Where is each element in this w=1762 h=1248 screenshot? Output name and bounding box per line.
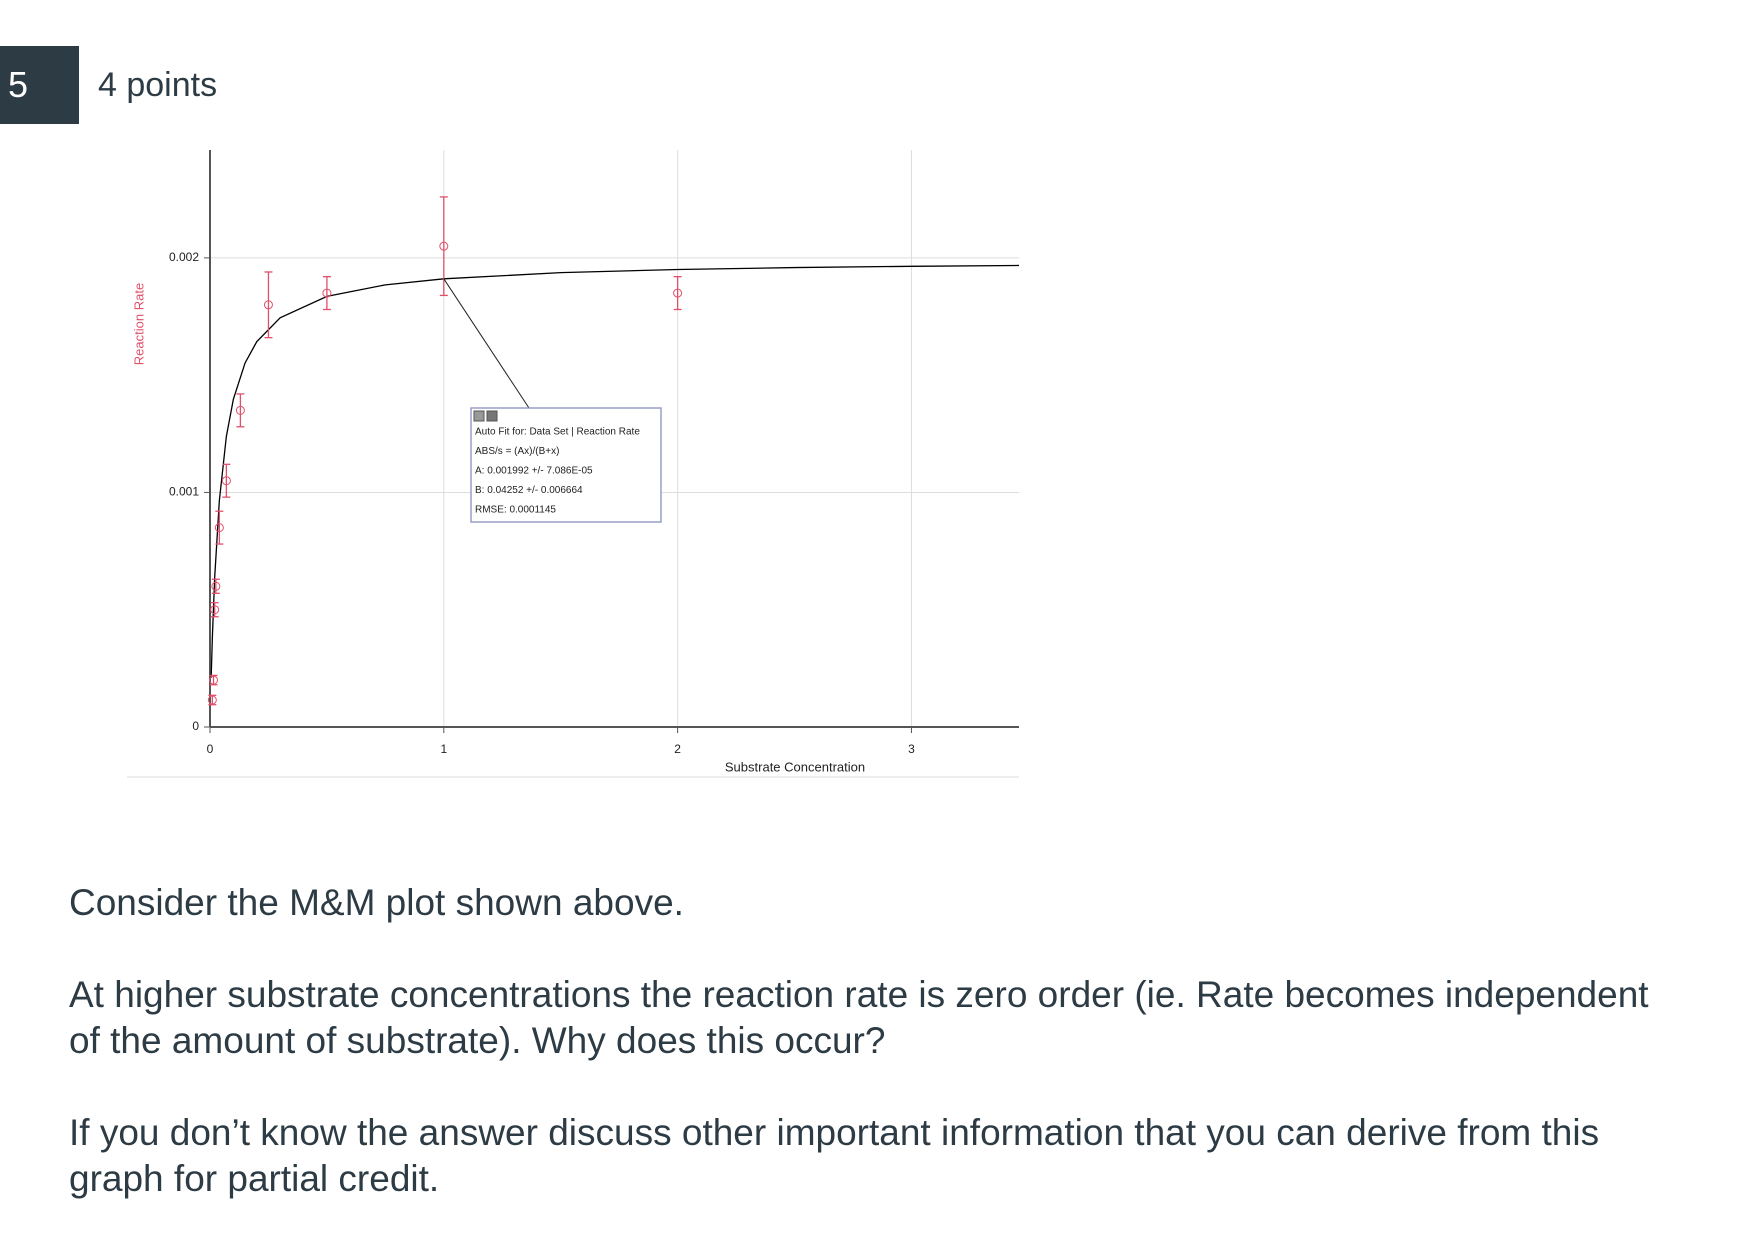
annotation-line: A: 0.001992 +/- 7.086E-05 (475, 466, 593, 477)
text-line: If you don’t know the answer discuss oth… (69, 1112, 1600, 1153)
data-point (214, 523, 224, 533)
annotation-line: Auto Fit for: Data Set | Reaction Rate (475, 427, 640, 438)
pin-icon (486, 410, 498, 422)
error-bar (264, 271, 273, 339)
data-point (207, 695, 217, 705)
data-point (322, 288, 332, 298)
error-bar (236, 393, 245, 428)
data-point (211, 581, 221, 591)
error-bar (210, 602, 219, 618)
callout-line (443, 278, 530, 409)
text-line: At higher substrate concentrations the r… (69, 974, 1649, 1015)
y-tick-label: 0.001 (169, 485, 199, 499)
data-point (439, 241, 449, 251)
error-bar (215, 510, 224, 545)
text-line: of the amount of substrate). Why does th… (69, 1020, 886, 1061)
data-point (221, 476, 231, 486)
error-bar (222, 463, 231, 498)
question-number: 5 (0, 46, 79, 124)
data-point (673, 288, 683, 298)
fit-line (210, 264, 1020, 678)
paragraph: If you don’t know the answer discuss oth… (69, 1110, 1649, 1202)
error-bar (208, 694, 217, 706)
error-bar (673, 276, 682, 311)
data-point (210, 605, 220, 615)
paragraph: Consider the M&M plot shown above. (69, 880, 1649, 926)
error-bar (209, 674, 218, 686)
chart: 0 1 2 3 0 0.001 0.002 Substrate Concentration Re… (127, 150, 1020, 778)
text-line: graph for partial credit. (69, 1158, 440, 1199)
data-point (235, 405, 245, 415)
annotation-line: B: 0.04252 +/- 0.006664 (475, 485, 583, 496)
y-axis-label: Reaction Rate (131, 283, 146, 365)
annotation-box (470, 407, 662, 523)
x-tick-label: 3 (908, 742, 915, 756)
x-tick-label: 2 (674, 742, 681, 756)
paragraph: At higher substrate concentrations the r… (69, 972, 1649, 1064)
annotation-line: ABS/s = (Ax)/(B+x) (475, 446, 559, 457)
x-tick-label: 0 (207, 742, 214, 756)
close-icon (473, 410, 485, 422)
y-tick-label: 0 (192, 719, 199, 733)
data-point (209, 675, 219, 685)
annotation-line: RMSE: 0.0001145 (475, 505, 556, 516)
x-tick-label: 1 (440, 742, 447, 756)
text-line: Consider the M&M plot shown above. (69, 882, 684, 923)
x-axis-label: Substrate Concentration (725, 759, 865, 774)
error-bar (439, 196, 448, 297)
error-bar (211, 578, 220, 594)
error-bar (322, 276, 331, 311)
y-tick-label: 0.002 (169, 250, 199, 264)
data-point (263, 300, 273, 310)
question-text: Consider the M&M plot shown above. At hig… (69, 880, 1649, 1248)
question-points: 4 points (98, 66, 218, 104)
